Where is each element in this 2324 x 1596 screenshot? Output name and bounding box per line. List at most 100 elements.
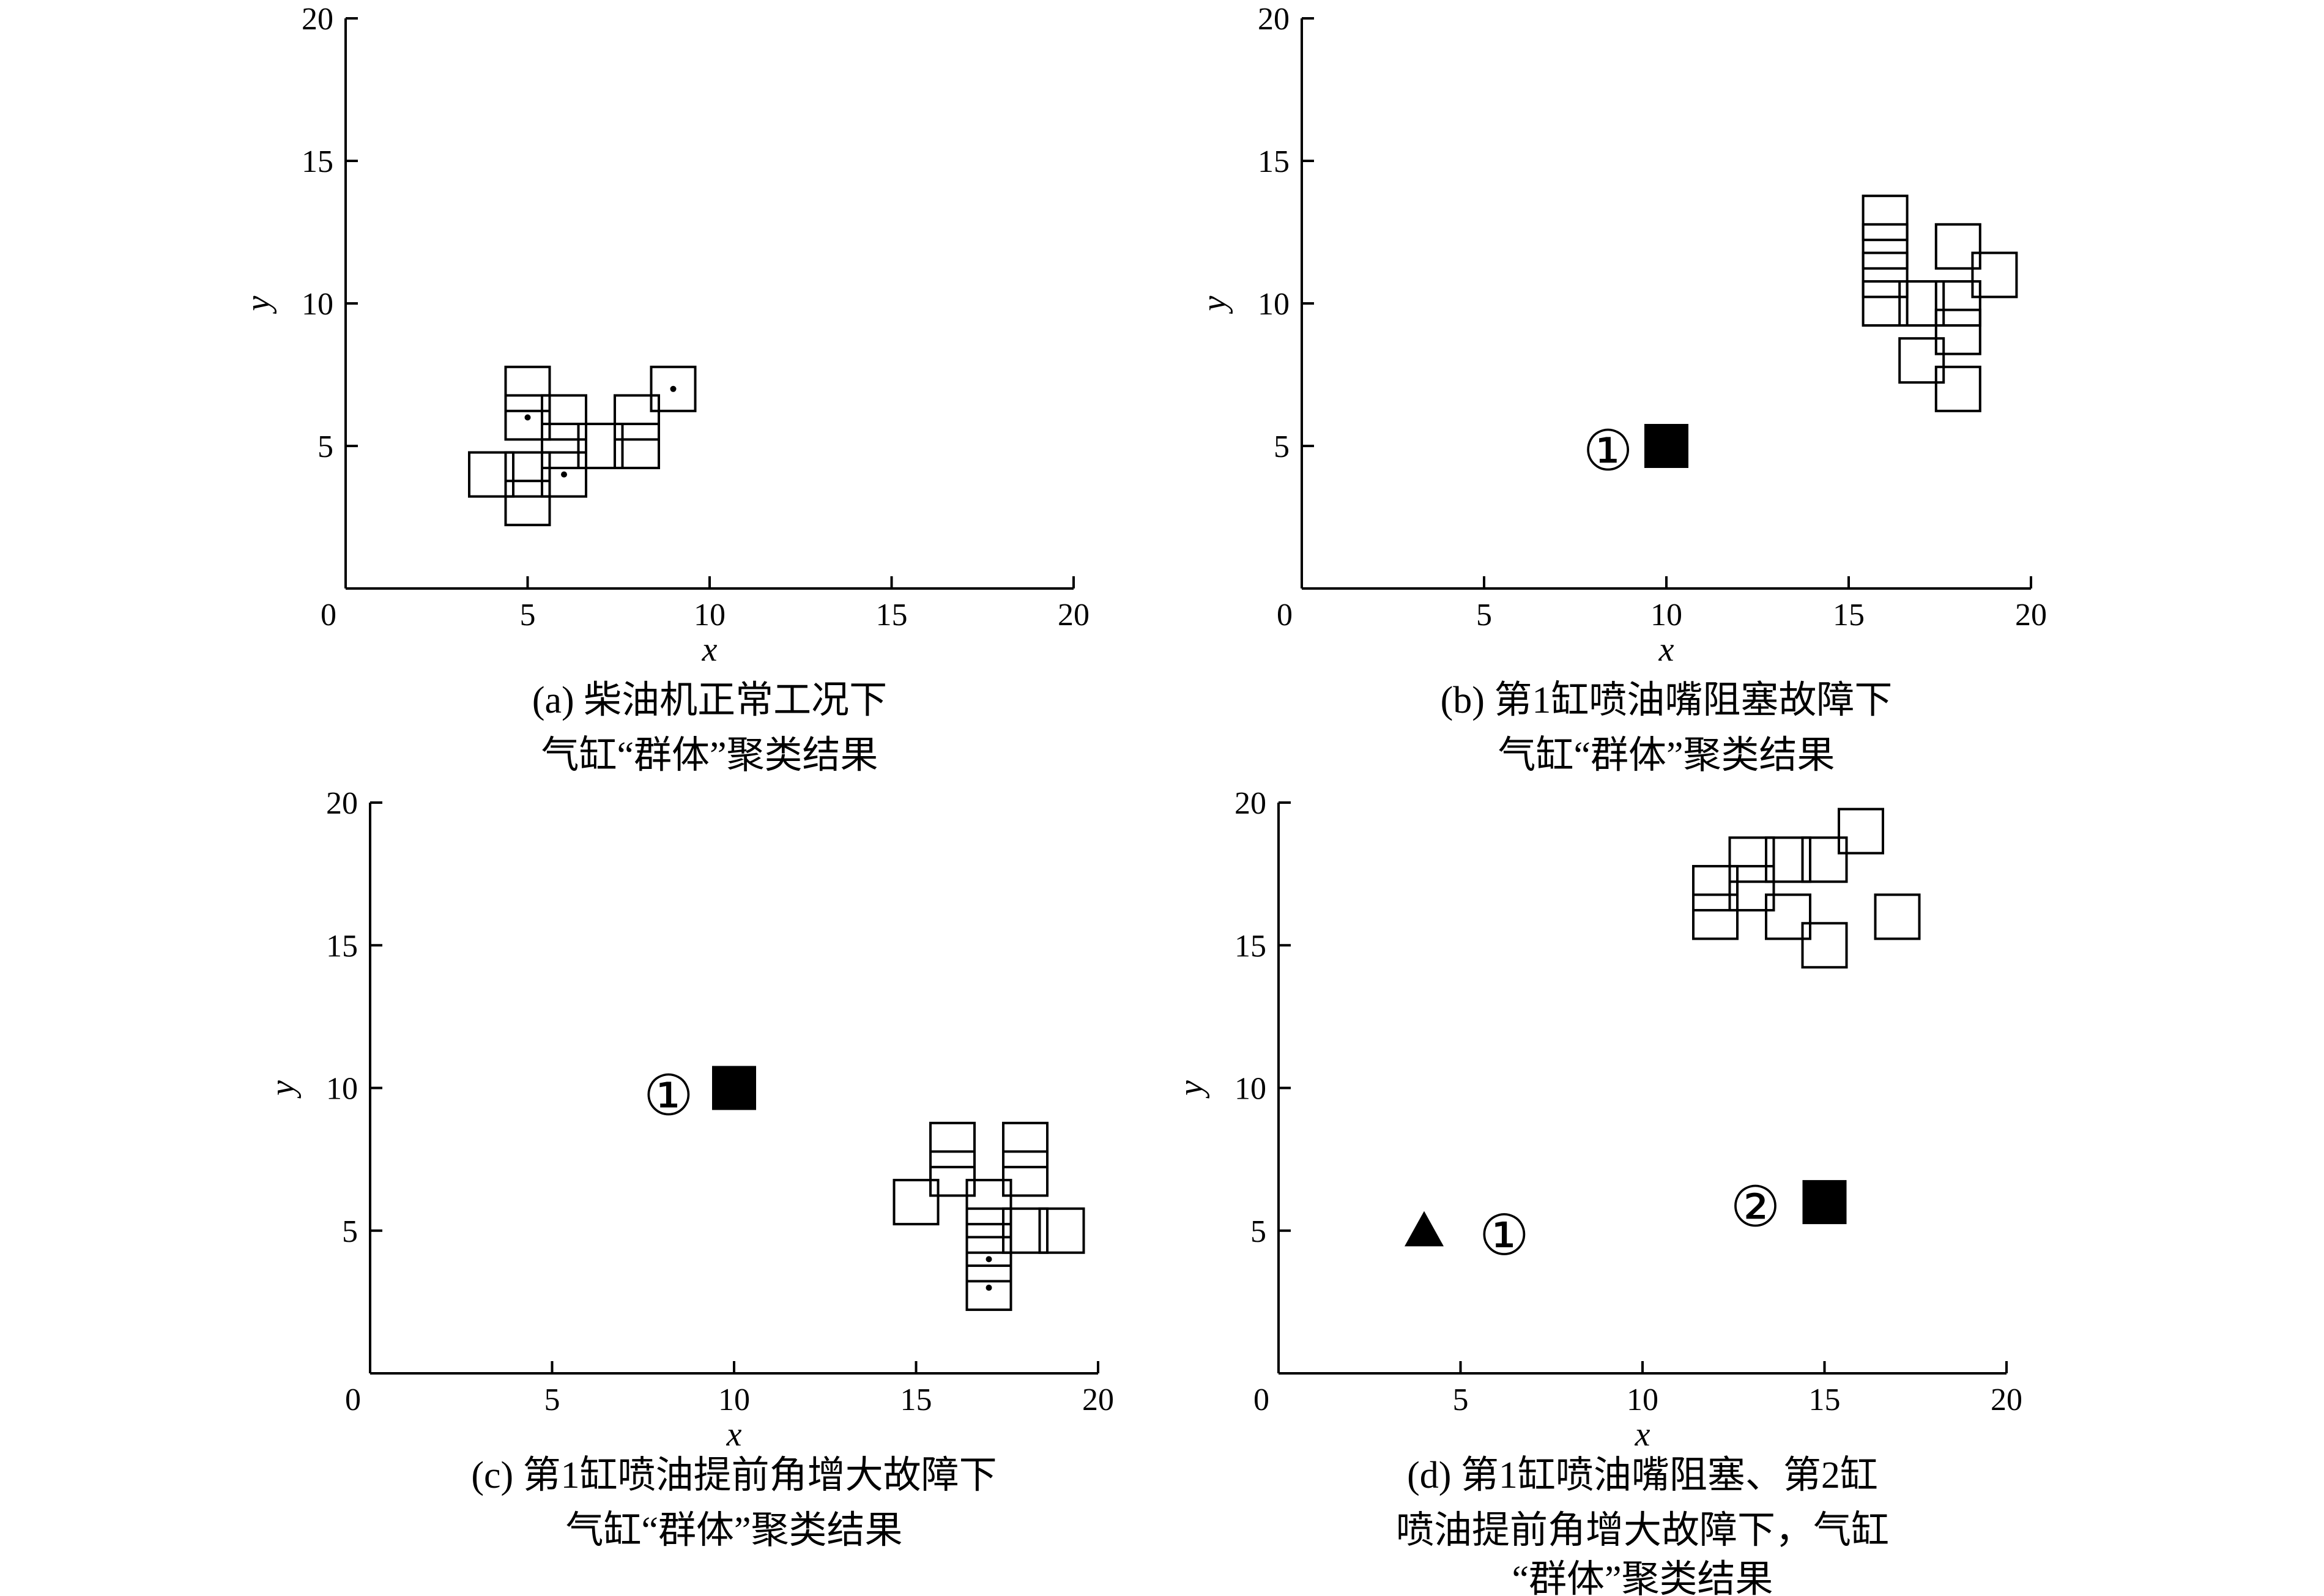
data-point-square [1934, 365, 1981, 412]
y-tick-label: 20 [1234, 786, 1266, 821]
data-point-square [1765, 836, 1811, 883]
data-point-square [504, 394, 551, 441]
data-point-square [1002, 1150, 1049, 1197]
chart-panel-3: 0 5 10 15 20 5 10 15 20 x y ① (c) 第1缸喷油提前角增大故障下气缸“群体… [264, 786, 1114, 1551]
y-axis-label: y [264, 1080, 302, 1099]
x-tick-label: 15 [900, 1383, 932, 1417]
data-point-square [468, 451, 514, 498]
x-tick-label: 15 [1833, 598, 1865, 633]
x-tick-label: 10 [1650, 598, 1682, 633]
y-tick-label: 15 [326, 929, 358, 963]
data-point-square [1728, 864, 1775, 911]
y-tick-label: 10 [302, 287, 333, 322]
data-point-square [965, 1236, 1012, 1283]
data-point-square [1801, 836, 1848, 883]
x-tick-label: 5 [520, 598, 536, 633]
y-tick-label: 15 [1234, 929, 1266, 963]
chart-caption-line: (a) 柴油机正常工况下 [532, 680, 887, 721]
data-point-square [1874, 893, 1921, 940]
chart-caption-line: (d) 第1缸喷油嘴阻塞、第2缸 [1407, 1455, 1878, 1496]
data-point-square [929, 1121, 976, 1168]
x-axis-label: x [702, 631, 718, 669]
y-tick-label: 20 [326, 786, 358, 821]
x-tick-label: 20 [2015, 598, 2047, 633]
x-tick-label: 0 [1253, 1383, 1269, 1417]
cluster-annotation: ① [1479, 1204, 1529, 1267]
data-point-filled-square [712, 1066, 756, 1110]
data-point-square [614, 423, 660, 469]
y-tick-label: 15 [1258, 144, 1290, 179]
x-tick-label: 0 [321, 598, 336, 633]
data-point-filled-square [1802, 1180, 1847, 1225]
x-tick-label: 10 [694, 598, 726, 633]
y-tick-label: 20 [302, 2, 333, 37]
y-axis-label: y [239, 295, 277, 314]
data-point-square [614, 394, 660, 441]
data-point-square [1971, 251, 2018, 299]
data-point-square [1862, 251, 1909, 299]
data-point-square [1002, 1121, 1049, 1168]
x-tick-label: 10 [718, 1383, 750, 1417]
x-axis-label: x [1635, 1416, 1650, 1453]
y-tick-label: 20 [1258, 2, 1290, 37]
chart-panel-2: 0 5 10 15 20 5 10 15 20 x y ① (b) 第1缸喷油嘴阻塞故障下气缸“群体”聚… [1195, 2, 2047, 776]
chart-caption-line: (c) 第1缸喷油提前角增大故障下 [471, 1455, 997, 1496]
data-point-square [1838, 807, 1884, 855]
cluster-annotation: ② [1730, 1176, 1780, 1238]
chart-panel-4: 0 5 10 15 20 5 10 15 20 x y ① ② (d) 第1缸喷油嘴阻塞、第2缸喷油提前角… [1172, 786, 2022, 1596]
chart-caption-line: 气缸“群体”聚类结果 [565, 1510, 902, 1551]
data-point-square [1862, 280, 1909, 327]
data-point-square [929, 1150, 976, 1197]
data-point-square [965, 1179, 1012, 1226]
data-point-square [650, 365, 697, 412]
chart-caption-line: 气缸“群体”聚类结果 [1498, 735, 1835, 776]
data-point-square [893, 1179, 940, 1226]
x-tick-label: 0 [345, 1383, 361, 1417]
data-point-square [1862, 223, 1909, 270]
x-tick-label: 15 [876, 598, 908, 633]
y-tick-label: 10 [1234, 1072, 1266, 1107]
y-tick-label: 5 [317, 429, 333, 464]
data-point-square [1862, 195, 1909, 242]
chart-caption-line: 喷油提前角增大故障下，气缸 [1396, 1510, 1889, 1551]
data-point-square [1898, 337, 1945, 384]
data-point-square [577, 423, 624, 469]
data-point-square [1898, 280, 1945, 327]
x-tick-label: 10 [1627, 1383, 1658, 1417]
y-tick-label: 10 [326, 1072, 358, 1107]
x-tick-label: 5 [544, 1383, 560, 1417]
data-point-square [504, 451, 551, 498]
x-axis-label: x [1658, 631, 1674, 669]
x-tick-label: 0 [1277, 598, 1293, 633]
x-tick-label: 5 [1476, 598, 1492, 633]
data-point-square [965, 1264, 1012, 1312]
data-point-dot [986, 1256, 992, 1263]
data-point-square [541, 394, 587, 441]
x-tick-label: 20 [1991, 1383, 2022, 1417]
y-tick-label: 5 [1250, 1214, 1266, 1249]
x-tick-label: 20 [1082, 1383, 1114, 1417]
cluster-annotation: ① [644, 1064, 694, 1127]
data-point-square [504, 480, 551, 527]
data-point-square [1934, 280, 1981, 327]
data-point-square [541, 423, 587, 469]
x-tick-label: 20 [1058, 598, 1090, 633]
data-point-filled-square [1644, 424, 1688, 468]
y-tick-label: 15 [302, 144, 333, 179]
y-axis-label: y [1195, 295, 1233, 314]
data-point-square [1728, 836, 1775, 883]
chart-caption-line: (b) 第1缸喷油嘴阻塞故障下 [1441, 680, 1893, 721]
data-point-dot [670, 385, 677, 392]
data-point-square [965, 1207, 1012, 1254]
x-tick-label: 15 [1809, 1383, 1841, 1417]
chart-caption-line: “群体”聚类结果 [1512, 1559, 1773, 1596]
x-tick-label: 5 [1453, 1383, 1469, 1417]
data-point-square [1934, 308, 1981, 355]
x-axis-label: x [726, 1416, 742, 1453]
y-tick-label: 5 [342, 1214, 358, 1249]
y-axis-label: y [1172, 1080, 1210, 1099]
data-point-square [1765, 893, 1811, 940]
data-point-square [541, 451, 587, 498]
